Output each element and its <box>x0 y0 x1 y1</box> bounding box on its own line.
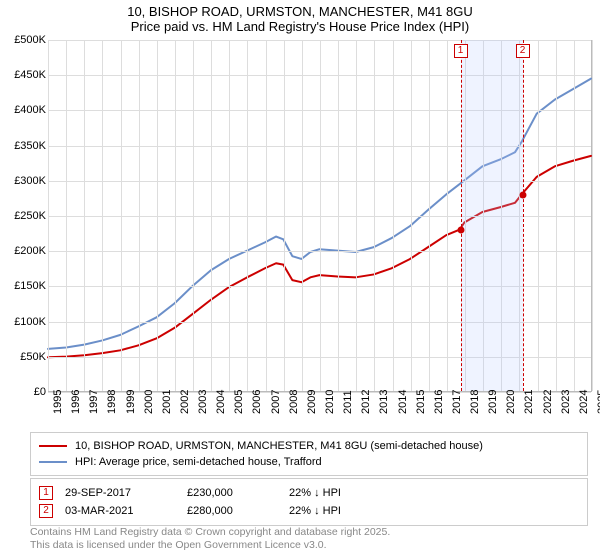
x-axis-tick: 2003 <box>197 390 209 414</box>
title-line-2: Price paid vs. HM Land Registry's House … <box>0 19 600 34</box>
x-axis-tick: 2008 <box>288 390 300 414</box>
legend-swatch <box>39 445 67 447</box>
x-axis-tick: 2005 <box>233 390 245 414</box>
x-axis-tick: 2016 <box>433 390 445 414</box>
marker-vline <box>523 40 524 391</box>
x-axis-tick: 2011 <box>342 390 354 414</box>
title-line-1: 10, BISHOP ROAD, URMSTON, MANCHESTER, M4… <box>0 4 600 19</box>
tx-date: 29-SEP-2017 <box>65 484 175 502</box>
tx-date: 03-MAR-2021 <box>65 502 175 520</box>
x-axis-tick: 2017 <box>451 390 463 414</box>
y-axis-tick: £50K <box>4 351 46 363</box>
marker-vline <box>461 40 462 391</box>
x-axis-tick: 2020 <box>505 390 517 414</box>
y-axis-tick: £300K <box>4 175 46 187</box>
legend: 10, BISHOP ROAD, URMSTON, MANCHESTER, M4… <box>30 432 588 476</box>
x-axis-tick: 1996 <box>70 390 82 414</box>
marker-badge: 2 <box>39 504 53 518</box>
legend-row: 10, BISHOP ROAD, URMSTON, MANCHESTER, M4… <box>39 438 579 454</box>
highlight-band <box>461 40 523 391</box>
x-axis-tick: 2024 <box>578 390 590 414</box>
y-axis-tick: £250K <box>4 210 46 222</box>
x-axis-tick: 1997 <box>88 390 100 414</box>
plot-inner: 12 <box>48 40 592 392</box>
x-axis-tick: 2025 <box>596 390 600 414</box>
legend-label: HPI: Average price, semi-detached house,… <box>75 454 322 470</box>
marker-dot <box>457 227 464 234</box>
x-axis-tick: 2006 <box>251 390 263 414</box>
x-axis-tick: 2000 <box>143 390 155 414</box>
y-axis-tick: £200K <box>4 245 46 257</box>
tx-price: £280,000 <box>187 502 277 520</box>
y-axis-tick: £350K <box>4 140 46 152</box>
x-axis-tick: 2013 <box>378 390 390 414</box>
plot-area: 12 £0£50K£100K£150K£200K£250K£300K£350K£… <box>4 40 596 428</box>
marker-dot <box>519 191 526 198</box>
x-axis-tick: 1998 <box>106 390 118 414</box>
table-row: 2 03-MAR-2021 £280,000 22% ↓ HPI <box>39 502 579 520</box>
x-axis-tick: 2023 <box>560 390 572 414</box>
legend-row: HPI: Average price, semi-detached house,… <box>39 454 579 470</box>
x-axis-tick: 1995 <box>52 390 64 414</box>
y-axis-tick: £500K <box>4 34 46 46</box>
x-axis-tick: 2009 <box>306 390 318 414</box>
footnote: Contains HM Land Registry data © Crown c… <box>30 526 588 552</box>
x-axis-tick: 2002 <box>179 390 191 414</box>
tx-hpi: 22% ↓ HPI <box>289 484 579 502</box>
x-axis-tick: 2014 <box>397 390 409 414</box>
y-axis-tick: £150K <box>4 280 46 292</box>
footnote-line: Contains HM Land Registry data © Crown c… <box>30 526 588 539</box>
chart-container: 10, BISHOP ROAD, URMSTON, MANCHESTER, M4… <box>0 0 600 560</box>
y-axis-tick: £100K <box>4 316 46 328</box>
y-axis-tick: £0 <box>4 386 46 398</box>
x-axis-tick: 2012 <box>360 390 372 414</box>
y-axis-tick: £400K <box>4 104 46 116</box>
marker-badge: 1 <box>39 486 53 500</box>
legend-label: 10, BISHOP ROAD, URMSTON, MANCHESTER, M4… <box>75 438 483 454</box>
x-axis-tick: 2022 <box>542 390 554 414</box>
x-axis-tick: 2010 <box>324 390 336 414</box>
x-axis-tick: 2001 <box>161 390 173 414</box>
x-axis-tick: 2018 <box>469 390 481 414</box>
x-axis-tick: 2021 <box>523 390 535 414</box>
footnote-line: This data is licensed under the Open Gov… <box>30 539 588 552</box>
y-axis-tick: £450K <box>4 69 46 81</box>
marker-badge: 2 <box>516 44 530 58</box>
tx-hpi: 22% ↓ HPI <box>289 502 579 520</box>
x-axis-tick: 1999 <box>125 390 137 414</box>
x-axis-tick: 2019 <box>487 390 499 414</box>
marker-badge: 1 <box>454 44 468 58</box>
table-row: 1 29-SEP-2017 £230,000 22% ↓ HPI <box>39 484 579 502</box>
transactions-table: 1 29-SEP-2017 £230,000 22% ↓ HPI 2 03-MA… <box>30 478 588 526</box>
x-axis-tick: 2004 <box>215 390 227 414</box>
tx-price: £230,000 <box>187 484 277 502</box>
legend-swatch <box>39 461 67 463</box>
x-axis-tick: 2007 <box>270 390 282 414</box>
x-axis-tick: 2015 <box>415 390 427 414</box>
chart-title: 10, BISHOP ROAD, URMSTON, MANCHESTER, M4… <box>0 0 600 36</box>
